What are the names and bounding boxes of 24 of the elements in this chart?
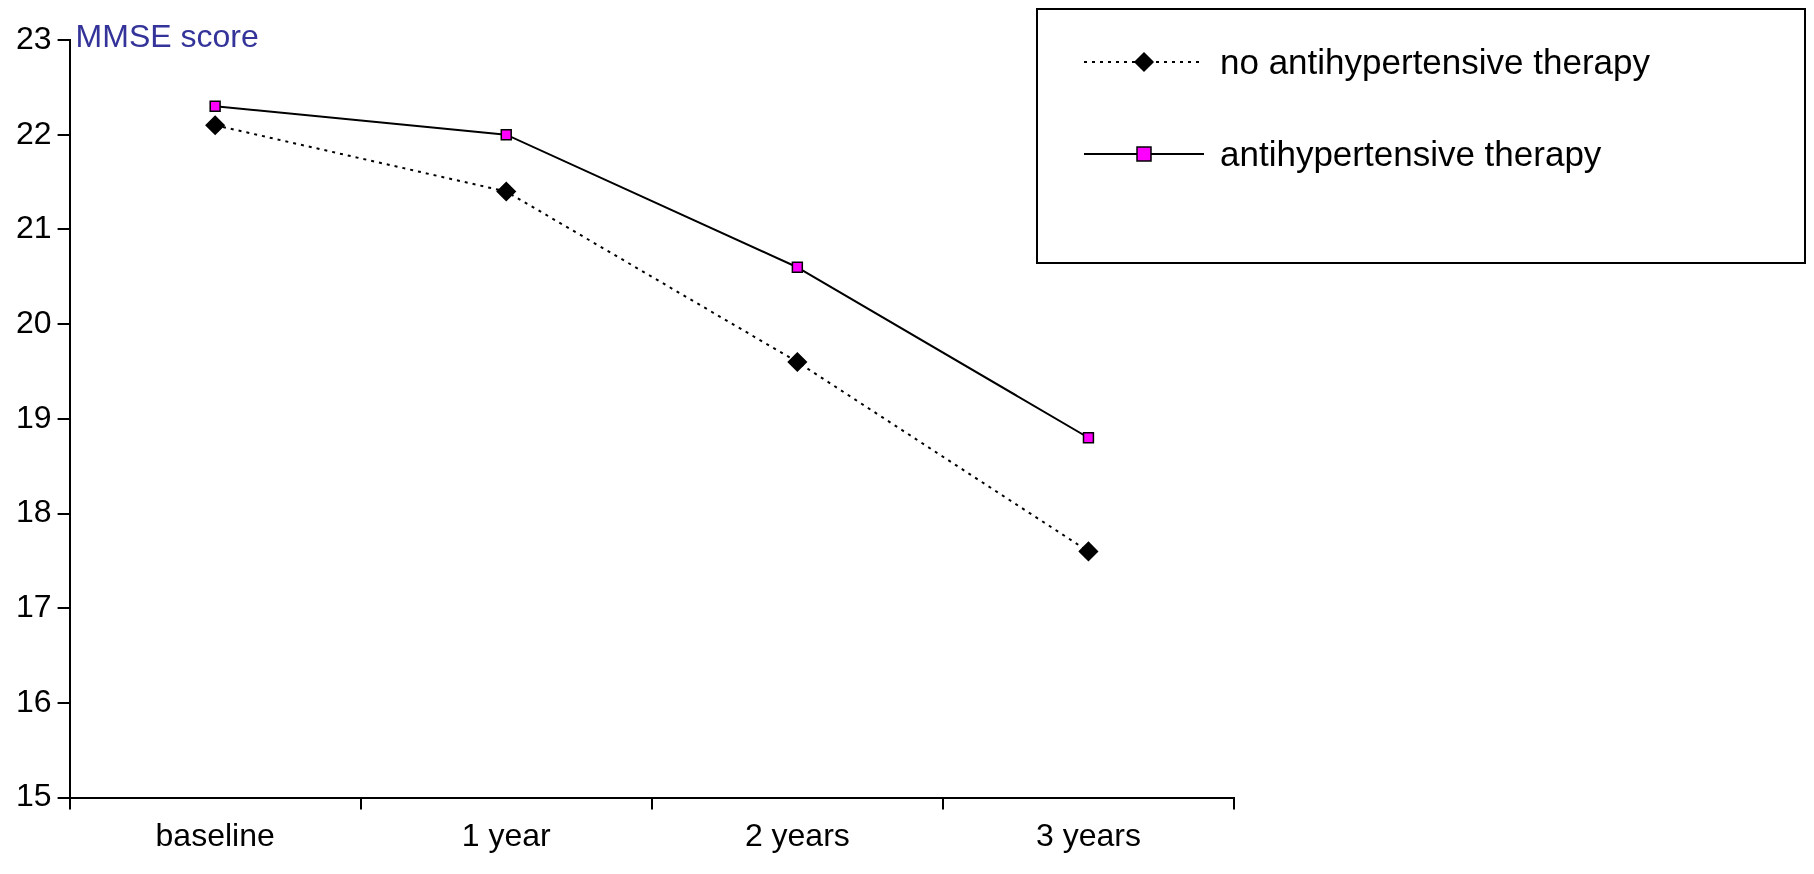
x-tick-label: 3 years [1035,816,1141,853]
y-tick-label: 23 [16,19,52,56]
legend-label: antihypertensive therapy [1220,134,1602,174]
point [205,115,225,135]
y-tick-label: 20 [16,303,52,340]
y-axis-title: MMSE score [75,17,259,54]
y-tick-label: 16 [16,682,52,719]
point [1082,432,1095,444]
point [787,352,808,372]
y-tick-label: 17 [16,588,52,625]
y-tick-label: 19 [16,398,52,435]
y-tick-label: 21 [16,209,52,246]
x-tick-label: baseline [155,816,275,853]
y-tick-label: 18 [16,493,52,530]
point [791,261,804,273]
x-tick-label: 1 year [461,816,552,853]
y-tick-label: 22 [16,114,52,151]
point [500,129,512,141]
point [209,100,221,112]
point [496,181,516,202]
point [1078,541,1099,562]
legend-label: no antihypertensive therapy [1220,42,1650,82]
x-tick-label: 2 years [744,816,850,853]
y-tick-label: 15 [16,777,52,814]
